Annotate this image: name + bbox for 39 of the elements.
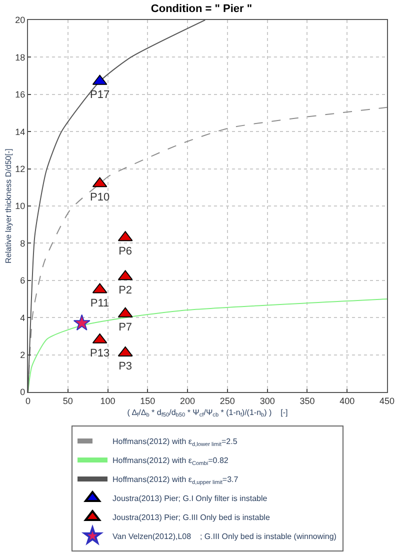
x-tick-label: 150 [140, 396, 156, 406]
data-label: P7 [118, 322, 132, 334]
chart-title: Condition = " Pier " [150, 3, 252, 16]
y-tick-label: 16 [15, 90, 26, 100]
data-label: P6 [118, 245, 132, 258]
y-tick-label: 14 [15, 126, 26, 137]
y-axis-title: Relative layer thickness D/d50[-] [4, 148, 13, 264]
y-tick-label: 18 [15, 52, 26, 62]
x-tick-label: 100 [100, 396, 116, 406]
y-tick-label: 0 [20, 387, 26, 398]
data-label: P11 [90, 297, 110, 310]
x-tick-label: 50 [62, 396, 73, 406]
y-tick-label: 8 [20, 238, 26, 248]
legend-label: Hoffmans(2012) with ε$_{Combi}$=0.82 [112, 456, 229, 467]
data-label: P17 [90, 89, 110, 102]
legend-label: Van Velzen(2012),L08 ; G.III Only bed is instable (winnowing) [112, 532, 337, 542]
y-tick-label: 4 [20, 312, 26, 323]
x-tick-label: 350 [300, 396, 315, 406]
y-tick-label: 2 [20, 350, 26, 360]
y-tick-label: 10 [15, 201, 26, 212]
x-tick-label: 450 [379, 396, 395, 406]
y-tick-label: 6 [20, 276, 26, 286]
data-label: P10 [90, 191, 110, 204]
text: ( Δ$_{f}$/Δ$_{b}$ * d$_{f50}$/d$_{b50}$ * Ψ$_{cf}$/Ψ$_{cb}$ * (1-n$_{f}$)/(1-n$_{b}$) ) [-] [127, 408, 288, 419]
y-tick-label: 20 [15, 15, 26, 26]
line-series [28, 298, 387, 392]
x-tick-label: 300 [260, 396, 275, 406]
x-tick-label: 200 [180, 396, 196, 406]
data-label: P2 [118, 284, 132, 296]
point [73, 314, 90, 330]
legend-label: Hoffmans(2012) with ε$_{d,lower limit}$=2.5 [112, 437, 238, 448]
legend-label: Joustra(2013) Pier; G.I Only filter is instable [112, 494, 268, 504]
legend-label: Hoffmans(2012) with ε$_{d,upper limit}$=3.7 [112, 475, 239, 486]
data-label: P3 [118, 360, 132, 373]
legend-label: Joustra(2013) Pier; G.III Only bed is instable [112, 513, 270, 522]
data-label: P13 [90, 348, 110, 360]
x-tick-label: 400 [340, 396, 355, 406]
x-tick-label: 250 [220, 396, 235, 406]
y-tick-label: 12 [15, 164, 26, 174]
